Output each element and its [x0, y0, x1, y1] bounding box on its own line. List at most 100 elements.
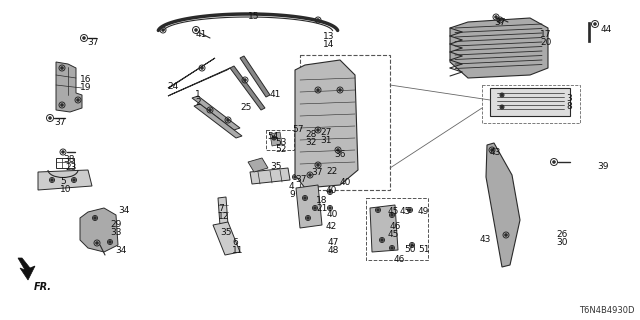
- Circle shape: [311, 169, 313, 171]
- Circle shape: [317, 129, 319, 131]
- Circle shape: [83, 37, 85, 39]
- Text: 37: 37: [494, 18, 506, 27]
- Text: 23: 23: [65, 163, 76, 172]
- Polygon shape: [168, 68, 230, 96]
- Text: 33: 33: [110, 228, 122, 237]
- Circle shape: [61, 104, 63, 106]
- Text: 38: 38: [63, 155, 74, 164]
- Text: 35: 35: [270, 162, 282, 171]
- Text: 45: 45: [388, 207, 399, 216]
- Text: 1: 1: [195, 90, 201, 99]
- Text: 15: 15: [248, 12, 259, 21]
- Polygon shape: [248, 158, 268, 172]
- Polygon shape: [168, 58, 215, 88]
- Bar: [482, 85, 580, 123]
- Circle shape: [273, 137, 275, 139]
- Text: 5: 5: [60, 177, 66, 186]
- Circle shape: [391, 214, 393, 216]
- Polygon shape: [296, 185, 322, 228]
- Bar: [366, 198, 428, 260]
- Text: 20: 20: [540, 38, 552, 47]
- Circle shape: [381, 239, 383, 241]
- Text: 47: 47: [328, 238, 339, 247]
- Polygon shape: [194, 104, 242, 138]
- Text: 8: 8: [566, 102, 572, 111]
- Bar: [588, 22, 590, 42]
- Text: 31: 31: [320, 136, 332, 145]
- Text: 46: 46: [394, 255, 405, 264]
- Circle shape: [377, 209, 379, 211]
- Text: 43: 43: [490, 148, 501, 157]
- Circle shape: [244, 79, 246, 81]
- Text: 24: 24: [167, 82, 179, 91]
- Polygon shape: [192, 96, 240, 130]
- Circle shape: [594, 23, 596, 25]
- Circle shape: [309, 174, 311, 176]
- Text: 51: 51: [418, 245, 429, 254]
- Circle shape: [162, 29, 164, 31]
- Circle shape: [209, 109, 211, 111]
- Text: 10: 10: [60, 185, 72, 194]
- Text: 25: 25: [240, 103, 252, 112]
- Text: 32: 32: [305, 138, 316, 147]
- Text: 21: 21: [316, 204, 328, 213]
- Text: 57: 57: [292, 125, 303, 134]
- Circle shape: [329, 207, 332, 209]
- Circle shape: [195, 29, 197, 31]
- Circle shape: [313, 151, 315, 153]
- Circle shape: [411, 244, 413, 246]
- Circle shape: [96, 242, 98, 244]
- Circle shape: [317, 19, 319, 21]
- Text: 43: 43: [480, 235, 492, 244]
- Text: 2: 2: [195, 98, 200, 107]
- Polygon shape: [56, 62, 82, 112]
- Polygon shape: [295, 60, 358, 188]
- Text: 35: 35: [220, 228, 232, 237]
- Polygon shape: [240, 56, 270, 97]
- Text: 3: 3: [566, 94, 572, 103]
- Text: 13: 13: [323, 32, 335, 41]
- Circle shape: [495, 16, 497, 18]
- Text: 52: 52: [275, 145, 286, 154]
- Text: 22: 22: [326, 167, 337, 176]
- Circle shape: [339, 89, 341, 91]
- Polygon shape: [230, 66, 265, 110]
- Polygon shape: [80, 208, 118, 252]
- Polygon shape: [213, 222, 240, 255]
- Bar: [266, 130, 294, 150]
- Bar: [490, 88, 570, 116]
- Text: 28: 28: [305, 130, 316, 139]
- Circle shape: [77, 99, 79, 101]
- Text: 40: 40: [326, 186, 337, 195]
- Polygon shape: [450, 18, 548, 78]
- Text: 11: 11: [232, 246, 243, 255]
- Circle shape: [109, 241, 111, 243]
- Polygon shape: [218, 197, 228, 226]
- Circle shape: [500, 106, 503, 108]
- Polygon shape: [270, 132, 282, 146]
- Text: 46: 46: [390, 222, 401, 231]
- Circle shape: [499, 19, 501, 21]
- Circle shape: [329, 154, 332, 156]
- Circle shape: [314, 207, 316, 209]
- Polygon shape: [250, 168, 290, 184]
- Text: 54: 54: [267, 132, 278, 141]
- Text: FR.: FR.: [34, 282, 52, 292]
- Text: 6: 6: [232, 238, 237, 247]
- Circle shape: [49, 117, 51, 119]
- Text: 17: 17: [540, 30, 552, 39]
- Circle shape: [61, 67, 63, 69]
- Circle shape: [317, 164, 319, 166]
- Circle shape: [329, 191, 332, 193]
- Text: 30: 30: [556, 238, 568, 247]
- Circle shape: [73, 179, 76, 181]
- Text: 26: 26: [556, 230, 568, 239]
- Text: 40: 40: [340, 178, 351, 187]
- Circle shape: [553, 161, 556, 163]
- Circle shape: [391, 247, 393, 249]
- Text: 49: 49: [418, 207, 429, 216]
- Text: 41: 41: [270, 90, 282, 99]
- Circle shape: [505, 234, 507, 236]
- Text: 40: 40: [327, 210, 339, 219]
- Text: 37: 37: [54, 118, 65, 127]
